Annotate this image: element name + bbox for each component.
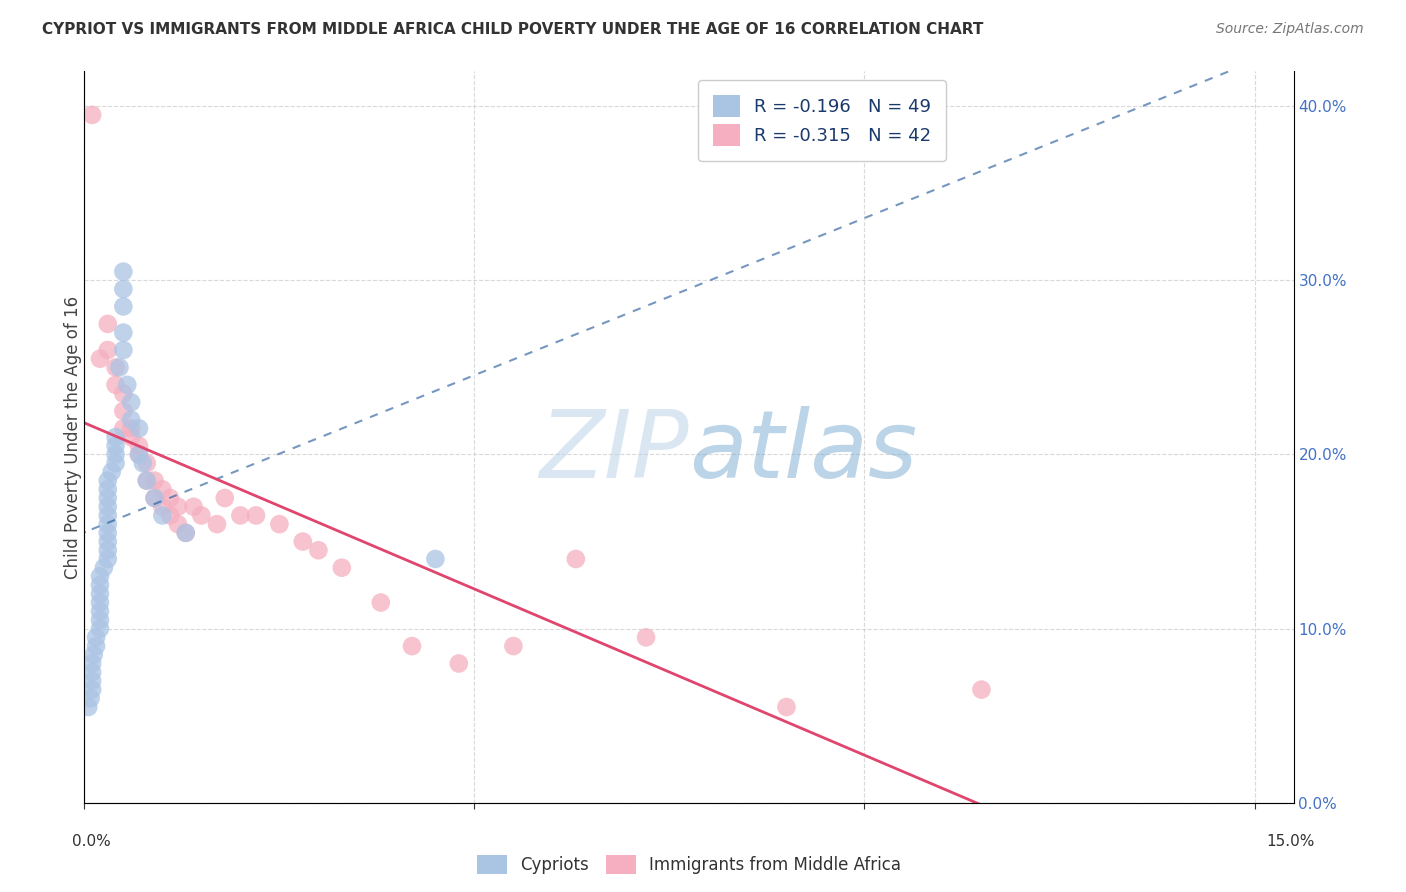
Point [135, 474, 157, 488]
Point [97, 517, 120, 532]
Point [214, 491, 236, 505]
Point [229, 508, 252, 523]
Text: ZIP: ZIP [540, 406, 689, 497]
Point [150, 483, 173, 497]
Point [183, 500, 205, 514]
Point [112, 265, 135, 279]
Point [565, 552, 588, 566]
Point [89, 613, 111, 627]
Point [117, 377, 139, 392]
Point [89, 622, 111, 636]
Point [167, 500, 190, 514]
Point [89, 578, 111, 592]
Point [128, 421, 150, 435]
Point [112, 421, 135, 435]
Point [143, 491, 166, 505]
Point [190, 508, 212, 523]
Point [330, 560, 353, 574]
Point [174, 525, 197, 540]
Point [425, 552, 447, 566]
Point [104, 448, 127, 462]
Point [100, 465, 122, 479]
Text: Source: ZipAtlas.com: Source: ZipAtlas.com [1216, 22, 1364, 37]
Point [112, 343, 135, 357]
Legend: Cypriots, Immigrants from Middle Africa: Cypriots, Immigrants from Middle Africa [468, 847, 910, 882]
Point [775, 700, 797, 714]
Point [502, 639, 524, 653]
Point [97, 534, 120, 549]
Point [401, 639, 423, 653]
Point [84, 631, 107, 645]
Point [104, 360, 127, 375]
Point [97, 508, 120, 523]
Point [143, 491, 166, 505]
Point [128, 448, 150, 462]
Point [97, 483, 120, 497]
Point [104, 439, 127, 453]
Point [245, 508, 267, 523]
Point [97, 343, 120, 357]
Point [128, 448, 150, 462]
Point [89, 604, 111, 618]
Point [97, 317, 120, 331]
Point [205, 517, 228, 532]
Point [120, 395, 142, 409]
Point [89, 569, 111, 583]
Point [307, 543, 329, 558]
Point [82, 673, 104, 688]
Point [112, 404, 135, 418]
Point [84, 639, 107, 653]
Point [120, 430, 142, 444]
Point [112, 282, 135, 296]
Point [143, 474, 166, 488]
Point [112, 386, 135, 401]
Point [167, 517, 190, 532]
Point [634, 631, 657, 645]
Point [97, 491, 120, 505]
Point [970, 682, 993, 697]
Point [104, 377, 127, 392]
Point [82, 682, 104, 697]
Y-axis label: Child Poverty Under the Age of 16: Child Poverty Under the Age of 16 [65, 295, 82, 579]
Point [104, 430, 127, 444]
Point [82, 108, 104, 122]
Point [150, 508, 173, 523]
Point [132, 456, 155, 470]
Point [159, 508, 181, 523]
Text: CYPRIOT VS IMMIGRANTS FROM MIDDLE AFRICA CHILD POVERTY UNDER THE AGE OF 16 CORRE: CYPRIOT VS IMMIGRANTS FROM MIDDLE AFRICA… [42, 22, 984, 37]
Point [159, 491, 181, 505]
Point [89, 351, 111, 366]
Point [135, 474, 157, 488]
Point [120, 421, 142, 435]
Point [104, 456, 127, 470]
Point [97, 552, 120, 566]
Point [97, 474, 120, 488]
Text: 15.0%: 15.0% [1267, 834, 1315, 849]
Point [112, 300, 135, 314]
Point [89, 595, 111, 609]
Point [120, 412, 142, 426]
Point [79, 691, 101, 706]
Point [89, 587, 111, 601]
Point [128, 439, 150, 453]
Point [108, 360, 131, 375]
Point [97, 543, 120, 558]
Point [447, 657, 470, 671]
Point [150, 500, 173, 514]
Point [291, 534, 314, 549]
Point [135, 456, 157, 470]
Point [97, 500, 120, 514]
Point [370, 595, 392, 609]
Text: atlas: atlas [689, 406, 917, 497]
Point [82, 657, 104, 671]
Point [97, 525, 120, 540]
Point [269, 517, 291, 532]
Point [174, 525, 197, 540]
Point [82, 665, 104, 680]
Point [83, 648, 105, 662]
Point [77, 700, 100, 714]
Point [93, 560, 115, 574]
Point [112, 326, 135, 340]
Text: 0.0%: 0.0% [72, 834, 111, 849]
